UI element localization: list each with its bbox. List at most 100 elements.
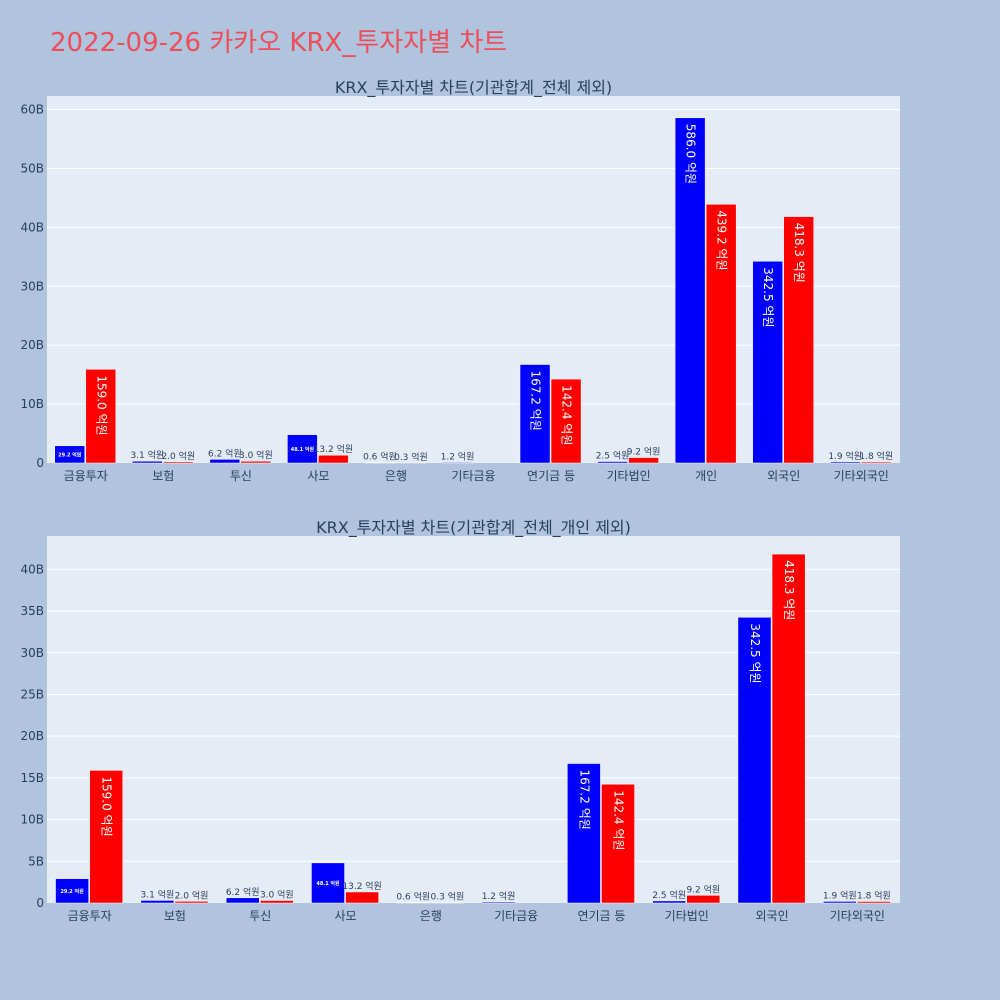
bar-label: 0.3 억원 <box>431 891 465 903</box>
bar-label: 3.1 억원 <box>141 888 175 900</box>
y-tick-label: 25B <box>20 687 44 701</box>
bar <box>481 901 516 904</box>
bar-label: 342.5 억원 <box>761 267 775 327</box>
bar-label: 1.9 억원 <box>828 450 862 462</box>
chart-title: KRX_투자자별 차트(기관합계_전체 제외) <box>335 78 612 98</box>
y-tick-label: 20B <box>20 338 44 352</box>
bar <box>163 461 194 464</box>
page-title: 2022-09-26 카카오 KRX_투자자별 차트 <box>50 28 508 58</box>
y-tick-label: 0 <box>36 896 44 910</box>
bar-label: 3.0 억원 <box>260 888 294 900</box>
bar-label: 0.6 억원 <box>396 890 430 902</box>
bar <box>396 902 431 904</box>
bar <box>318 454 349 464</box>
y-tick-label: 60B <box>20 103 44 117</box>
bar-label: 586.0 억원 <box>684 124 698 184</box>
y-tick-label: 40B <box>20 562 44 576</box>
x-tick-label: 사모 <box>307 469 329 483</box>
bar-label: 3.0 억원 <box>239 449 273 461</box>
bar-label: 159.0 억원 <box>100 776 114 836</box>
bar <box>771 553 806 904</box>
bar-label: 3.1 억원 <box>130 449 164 461</box>
bar-label: 29.2 억원 <box>58 451 82 458</box>
bar <box>174 901 209 904</box>
bar <box>567 763 601 904</box>
bar-label: 29.2 억원 <box>60 888 84 895</box>
x-tick-label: 보험 <box>164 909 186 923</box>
bar <box>89 770 124 904</box>
bar <box>752 260 783 464</box>
bar-label: 159.0 억원 <box>94 375 108 435</box>
bottom-chart: KRX_투자자별 차트(기관합계_전체_개인 제외) 0 5B 10B 15B 20B 25… <box>20 518 900 923</box>
bar <box>705 204 737 464</box>
bar <box>345 891 379 904</box>
x-tick-label: 기타법인 <box>607 469 651 483</box>
y-tick-label: 35B <box>20 604 44 618</box>
bar <box>260 900 294 904</box>
bar <box>442 462 473 464</box>
bar-label: 418.3 억원 <box>792 223 806 283</box>
bar-label: 0.3 억원 <box>394 451 428 463</box>
bar <box>55 878 89 904</box>
bar-label: 342.5 억원 <box>748 623 762 683</box>
y-tick-label: 10B <box>20 397 44 411</box>
x-tick-label: 은행 <box>385 468 407 483</box>
bar-label: 2.5 억원 <box>652 889 686 901</box>
bar <box>829 461 861 464</box>
bar <box>287 434 318 464</box>
bar-label: 167.2 억원 <box>577 770 591 830</box>
bar <box>85 369 117 464</box>
bar-label: 439.2 억원 <box>715 210 729 270</box>
bar <box>628 457 659 464</box>
bar-label: 2.0 억원 <box>175 889 209 901</box>
x-tick-label: 개인 <box>695 469 717 483</box>
bar <box>311 862 345 904</box>
top-chart: KRX_투자자별 차트(기관합계_전체 제외) 0 10B 20B 30B 40B 50B 6… <box>20 78 900 483</box>
x-tick-label: 기타법인 <box>665 909 709 923</box>
bar <box>597 461 628 464</box>
bar <box>737 617 772 904</box>
bar-label: 142.4 억원 <box>560 385 574 445</box>
bar-label: 1.2 억원 <box>441 450 475 462</box>
bar <box>601 783 635 904</box>
bar <box>783 216 814 464</box>
bar-label: 2.0 억원 <box>161 450 195 462</box>
bar-label: 2.5 억원 <box>596 450 630 462</box>
bar-label: 167.2 억원 <box>529 371 543 431</box>
bar <box>822 901 857 904</box>
bar <box>54 445 86 464</box>
y-tick-label: 50B <box>20 161 44 175</box>
bar-label: 1.2 억원 <box>482 890 516 902</box>
bar <box>550 378 582 464</box>
y-tick-label: 40B <box>20 220 44 234</box>
x-tick-label: 금융투자 <box>64 469 108 483</box>
bar <box>860 461 892 464</box>
y-tick-label: 20B <box>20 729 44 743</box>
bar <box>857 901 891 904</box>
x-tick-label: 외국인 <box>755 909 788 923</box>
bar-label: 48.1 억원 <box>291 446 315 453</box>
y-tick-label: 30B <box>20 646 44 660</box>
x-tick-label: 기타금융 <box>494 909 538 923</box>
y-tick-label: 10B <box>20 813 44 827</box>
x-tick-label: 기타외국인 <box>830 909 885 923</box>
x-tick-label: 기타외국인 <box>834 469 889 483</box>
bar-label: 142.4 억원 <box>612 790 626 850</box>
bar-label: 48.1 억원 <box>316 880 340 887</box>
x-tick-label: 은행 <box>420 908 442 923</box>
bar-label: 418.3 억원 <box>782 560 796 620</box>
bar <box>225 897 260 904</box>
x-tick-label: 금융투자 <box>68 909 112 923</box>
bar <box>209 459 241 464</box>
bar-label: 1.8 억원 <box>859 450 893 462</box>
bar-label: 13.2 억원 <box>342 880 381 892</box>
x-tick-label: 사모 <box>335 909 357 923</box>
x-tick-label: 투신 <box>230 469 252 483</box>
x-tick-label: 투신 <box>249 909 271 923</box>
bar <box>140 900 175 904</box>
x-tick-label: 기타금융 <box>451 469 495 483</box>
y-tick-label: 30B <box>20 279 44 293</box>
x-tick-label: 연기금 등 <box>527 469 575 483</box>
y-tick-label: 15B <box>20 771 44 785</box>
bar-label: 9.2 억원 <box>686 883 720 895</box>
